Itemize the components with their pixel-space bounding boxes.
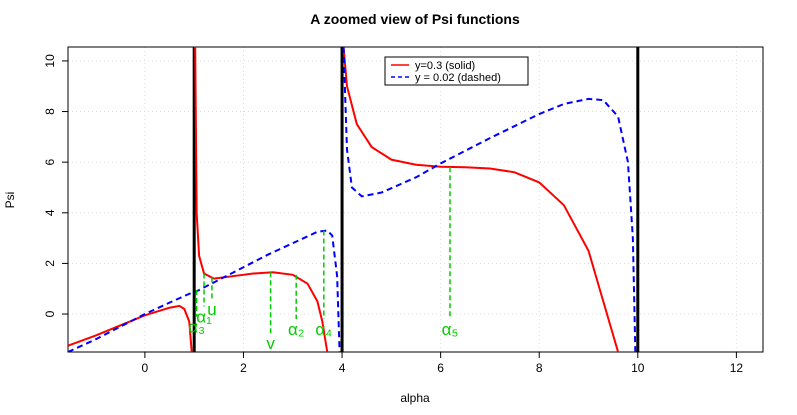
- annotation-label: α₂: [288, 320, 304, 339]
- y-tick-label: 4: [43, 209, 57, 216]
- y-tick-label: 10: [43, 54, 57, 68]
- plot-frame: [67, 46, 764, 353]
- annotation-label: α₄: [315, 320, 332, 339]
- y-tick-label: 8: [43, 108, 57, 115]
- x-tick-label: 2: [240, 361, 247, 375]
- plot-area: [68, 47, 640, 352]
- annotation-label: v: [266, 334, 275, 353]
- legend-box: [384, 56, 529, 86]
- y-tick-label: 2: [43, 260, 57, 267]
- series-line: [68, 47, 637, 352]
- annotation-label: α₃: [188, 318, 205, 337]
- legend-label: y=0.3 (solid): [415, 60, 475, 72]
- x-tick-label: 8: [536, 361, 543, 375]
- x-tick-label: 6: [437, 361, 444, 375]
- series-line: [68, 47, 620, 352]
- legend-label: y = 0.02 (dashed): [415, 72, 501, 84]
- y-axis-label: Psi: [3, 192, 17, 209]
- annotation-label: α₁: [196, 307, 212, 326]
- y-tick-label: 0: [43, 310, 57, 317]
- x-tick-label: 12: [730, 361, 744, 375]
- annotation-label: α₅: [442, 320, 459, 339]
- chart-title: A zoomed view of Psi functions: [310, 11, 520, 27]
- annotation-label: u: [207, 300, 216, 319]
- x-tick-label: 0: [142, 361, 149, 375]
- x-tick-label: 10: [631, 361, 645, 375]
- x-tick-label: 4: [339, 361, 346, 375]
- x-axis-label: alpha: [400, 391, 430, 405]
- y-tick-label: 6: [43, 159, 57, 166]
